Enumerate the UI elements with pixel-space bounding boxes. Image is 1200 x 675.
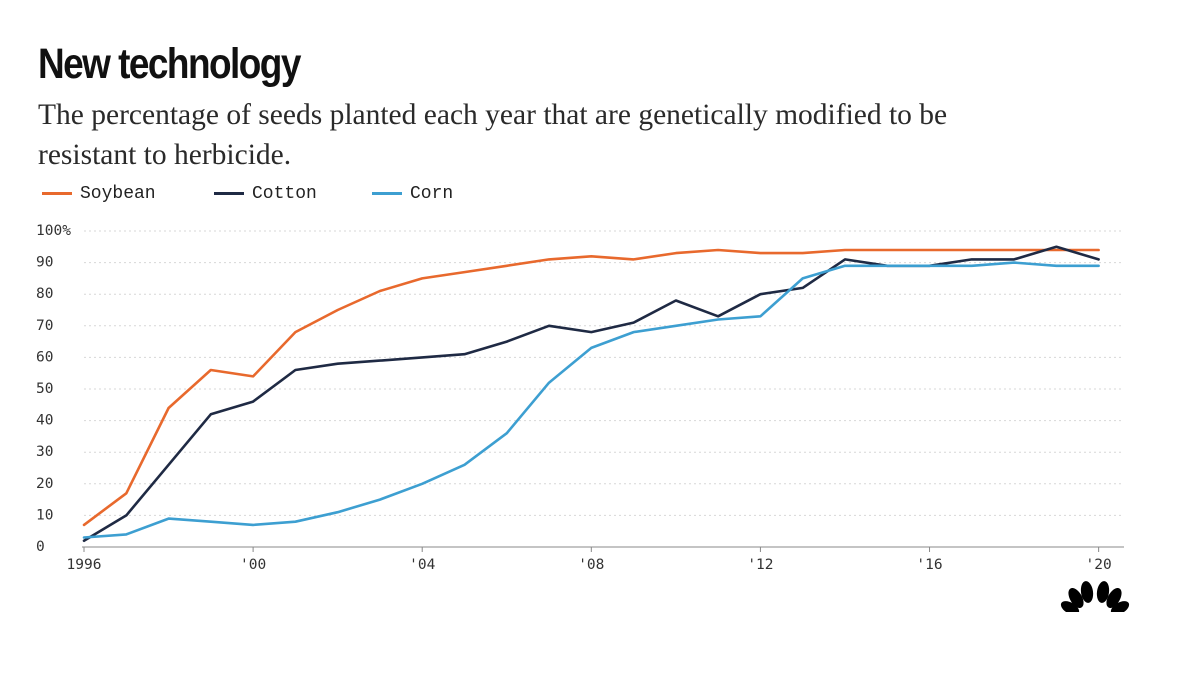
legend-swatch-soybean xyxy=(42,191,72,195)
legend-label-soybean: Soybean xyxy=(80,184,156,204)
x-tick-label-2004: '04 xyxy=(409,557,435,573)
y-tick-label-40: 40 xyxy=(36,413,53,429)
series-line-corn xyxy=(82,261,1100,539)
chart-subtitle: The percentage of seeds planted each yea… xyxy=(38,99,948,171)
legend-swatch-cotton xyxy=(214,191,244,195)
x-tick-label-2012: '12 xyxy=(747,557,773,573)
grid-lines xyxy=(84,230,1124,516)
x-tick-label-2016: '16 xyxy=(916,557,942,573)
y-tick-label-70: 70 xyxy=(36,318,53,334)
series-lines xyxy=(82,245,1100,542)
legend-item-corn: Corn xyxy=(372,184,453,204)
x-tick-label-1996: 1996 xyxy=(67,557,102,573)
peacock-feather-6 xyxy=(1110,601,1130,615)
x-tick-label-2020: '20 xyxy=(1086,557,1112,573)
x-tick-label-2008: '08 xyxy=(578,557,604,573)
y-tick-label-0: 0 xyxy=(36,539,45,555)
series-line-cotton xyxy=(82,245,1100,542)
peacock-feather-4 xyxy=(1096,581,1110,603)
peacock-feather-2 xyxy=(1068,588,1084,608)
chart-title: New technology xyxy=(38,40,301,88)
legend-label-corn: Corn xyxy=(410,184,454,204)
y-tick-label-80: 80 xyxy=(36,286,53,302)
axes: 0 10 20 30 40 50 60 70 80 90 100% 1996 '00 '04 '08 '12 '… xyxy=(36,223,1124,573)
legend-swatch-corn xyxy=(372,191,402,195)
y-tick-label-60: 60 xyxy=(36,349,53,365)
peacock-feather-3 xyxy=(1080,581,1094,603)
y-tick-label-90: 90 xyxy=(36,255,53,271)
x-tick-label-2000: '00 xyxy=(240,557,266,573)
legend-item-soybean: Soybean xyxy=(42,184,156,204)
legend-label-cotton: Cotton xyxy=(252,184,317,204)
legend-item-cotton: Cotton xyxy=(214,184,317,204)
series-line-soybean xyxy=(82,248,1100,527)
y-tick-label-100: 100% xyxy=(36,223,71,239)
y-tick-label-10: 10 xyxy=(36,507,53,523)
y-tick-label-50: 50 xyxy=(36,381,53,397)
y-tick-label-30: 30 xyxy=(36,444,53,460)
y-tick-label-20: 20 xyxy=(36,476,53,492)
nbc-peacock-icon xyxy=(1060,581,1130,622)
peacock-base-cut xyxy=(1060,612,1130,622)
